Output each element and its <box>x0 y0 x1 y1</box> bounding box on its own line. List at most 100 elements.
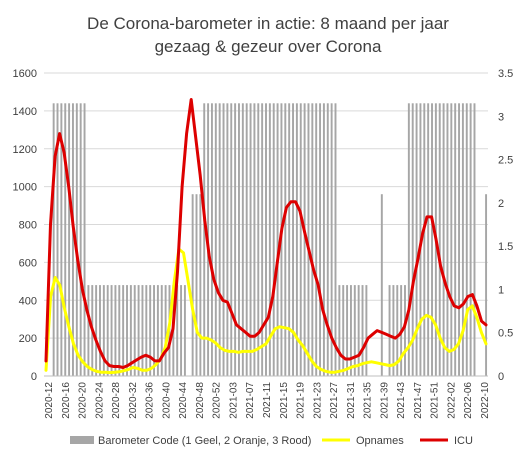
barometer-bar <box>446 103 449 377</box>
barometer-bar <box>102 285 105 376</box>
legend: Barometer Code (1 Geel, 2 Oranje, 3 Rood… <box>70 435 473 447</box>
barometer-bar <box>407 103 410 377</box>
barometer-bar <box>454 103 457 377</box>
barometer-bar <box>311 103 314 377</box>
icu-line <box>44 98 488 369</box>
barometer-bar <box>319 103 322 377</box>
barometer-bar <box>87 285 90 376</box>
barometer-bar <box>292 103 294 377</box>
barometer-bar <box>56 103 59 377</box>
y-right-tick-label: 1.5 <box>498 241 513 253</box>
barometer-bar <box>411 103 414 377</box>
barometer-bar <box>461 103 464 377</box>
x-tick-label: 2020-52 <box>212 382 223 419</box>
barometer-bar <box>334 103 337 377</box>
barometer-bar <box>191 194 194 376</box>
barometer-bar <box>133 285 136 376</box>
barometer-bar <box>284 103 287 377</box>
barometer-bar <box>118 285 121 376</box>
x-tick-label: 2020-28 <box>111 382 122 419</box>
barometer-bar <box>276 103 279 377</box>
x-tick-label: 2020-48 <box>195 382 206 419</box>
barometer-bar <box>241 103 244 377</box>
x-tick-label: 2020-24 <box>94 382 105 419</box>
barometer-bar <box>64 103 67 377</box>
legend-label-icu: ICU <box>454 435 473 447</box>
barometer-bar <box>164 285 167 376</box>
barometer-bar <box>114 285 117 376</box>
y-left-tick-label: 1400 <box>13 106 37 118</box>
barometer-bar <box>214 103 217 377</box>
barometer-bar <box>427 103 430 377</box>
x-tick-label: 2020-16 <box>61 382 72 419</box>
barometer-bar <box>249 103 252 377</box>
x-tick-label: 2021-11 <box>262 382 273 418</box>
barometer-bar <box>330 103 333 377</box>
barometer-bar <box>83 103 86 377</box>
y-left-tick-label: 0 <box>31 371 37 383</box>
barometer-bar <box>75 103 78 377</box>
opnames-line <box>44 247 488 375</box>
x-tick-label: 2021-23 <box>312 382 323 419</box>
x-tick-label: 2021-19 <box>296 382 307 419</box>
y-left-tick-label: 200 <box>19 333 37 345</box>
barometer-bar <box>79 103 82 377</box>
barometer-bar <box>149 285 152 376</box>
x-axis: 2020-12 2020-16 2020-20 2020-24 2020-28 2020-… <box>44 375 491 419</box>
barometer-bar <box>299 103 302 377</box>
x-tick-label: 2021-47 <box>413 382 424 419</box>
barometer-bar <box>230 103 233 377</box>
y-right-tick-label: 3 <box>498 111 504 123</box>
x-tick-label: 2020-36 <box>145 382 156 419</box>
barometer-bar <box>226 103 229 377</box>
barometer-bar <box>303 103 306 377</box>
barometer-bar <box>423 103 426 377</box>
barometer-bar <box>137 285 140 376</box>
x-tick-label: 2022-10 <box>480 382 491 419</box>
barometer-bar <box>106 285 109 376</box>
barometer-bars <box>52 103 488 377</box>
barometer-bar <box>361 285 364 376</box>
y-left-tick-label: 1600 <box>13 68 37 80</box>
barometer-bar <box>342 285 345 376</box>
barometer-bar <box>60 103 63 377</box>
barometer-bar <box>315 103 318 377</box>
series-lines <box>44 98 488 375</box>
barometer-bar <box>295 103 298 377</box>
x-tick-label: 2021-03 <box>229 382 240 419</box>
x-tick-label: 2021-43 <box>396 382 407 419</box>
barometer-bar <box>52 103 55 377</box>
barometer-bar <box>145 285 148 376</box>
chart-title-line2: gezaag & gezeur over Corona <box>155 37 382 56</box>
y-right-tick-label: 2.5 <box>498 155 513 167</box>
barometer-bar <box>431 103 433 377</box>
x-tick-label: 2022-02 <box>447 382 458 419</box>
x-tick-label: 2021-27 <box>329 382 340 419</box>
barometer-bar <box>222 103 225 377</box>
barometer-bar <box>245 103 248 377</box>
y-right-tick-label: 1 <box>498 284 504 296</box>
x-tick-label: 2020-44 <box>178 382 189 419</box>
barometer-bar <box>349 285 352 376</box>
barometer-bar <box>261 103 264 377</box>
barometer-bar <box>122 285 125 376</box>
legend-swatch-barometer <box>70 436 94 444</box>
x-tick-label: 2021-39 <box>379 382 390 419</box>
y-left-tick-label: 600 <box>19 257 37 269</box>
barometer-bar <box>288 103 291 377</box>
barometer-bar <box>176 285 179 376</box>
x-tick-label: 2021-15 <box>279 382 290 419</box>
barometer-bar <box>210 103 213 377</box>
barometer-bar <box>234 103 237 377</box>
barometer-bar <box>272 103 275 377</box>
barometer-bar <box>346 285 349 376</box>
chart-title-line1: De Corona-barometer in actie: 8 maand pe… <box>87 14 449 33</box>
barometer-bar <box>365 285 368 376</box>
x-tick-label: 2022-06 <box>463 382 474 419</box>
barometer-bar <box>353 285 356 376</box>
barometer-bar <box>110 285 113 376</box>
barometer-bar <box>450 103 453 377</box>
x-tick-label: 2020-40 <box>161 382 172 419</box>
barometer-bar <box>415 103 418 377</box>
barometer-bar <box>253 103 256 377</box>
